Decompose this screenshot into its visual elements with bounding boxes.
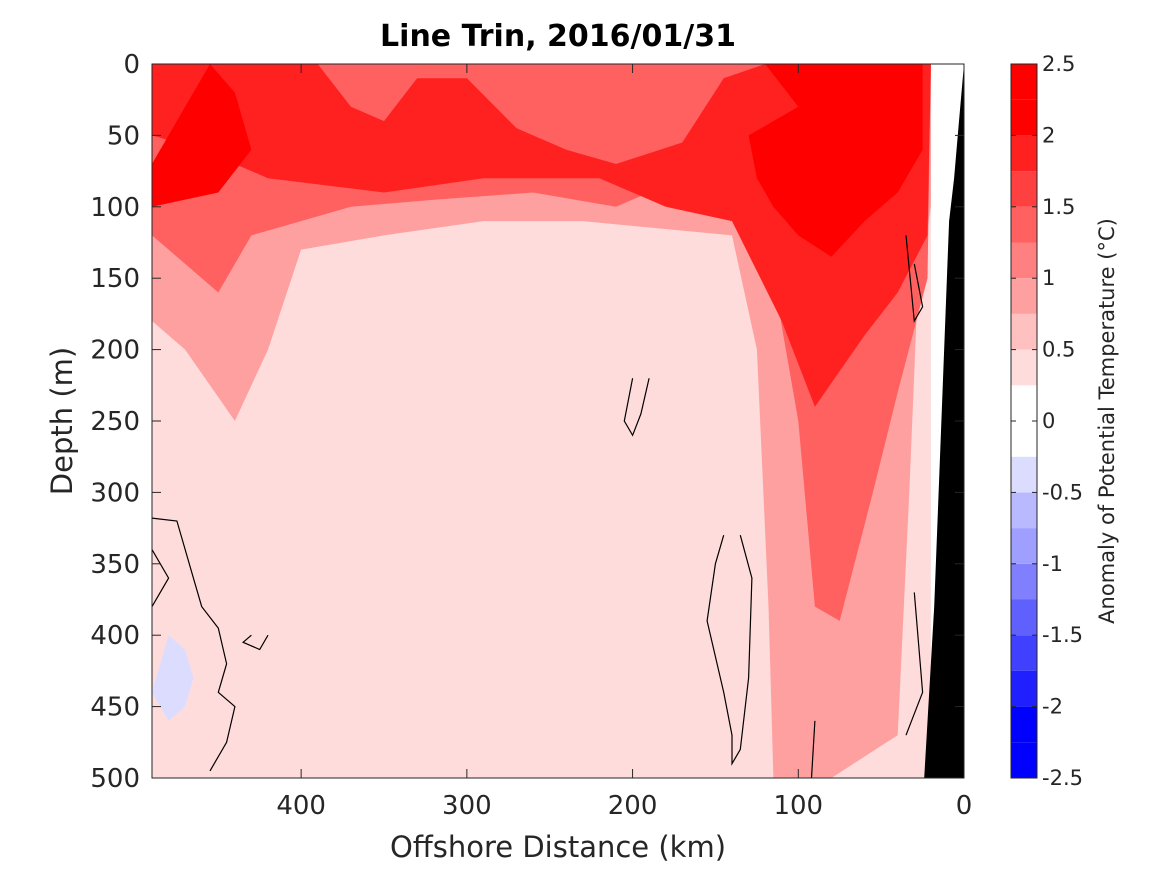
zero-contour-line-0 [152, 517, 236, 772]
colorbar-band-10 [1011, 349, 1037, 386]
y-tick-label-9: 450 [90, 693, 140, 723]
y-tick-label-8: 400 [90, 621, 140, 651]
x-tick-label-1: 300 [442, 791, 492, 821]
colorbar-tick-label-1: 2 [1042, 123, 1055, 147]
colorbar: 2.5 2 1.5 1 0.5 0 -0.5 -1 -1.5 -2 -2.5 [1010, 52, 1083, 790]
x-tick-label-0: 400 [276, 791, 326, 821]
x-tick-label-4: 0 [956, 791, 973, 821]
x-tick-label-2: 200 [608, 791, 658, 821]
anomaly-region-3 [152, 64, 931, 407]
chart-title: Line Trin, 2016/01/31 [380, 19, 736, 54]
x-axis: 400 300 200 100 0 [276, 64, 972, 821]
colorbar-tick-label-10: -2.5 [1042, 766, 1083, 790]
x-tick-label-3: 100 [773, 791, 823, 821]
colorbar-band-8 [1011, 456, 1037, 493]
anomaly-region-2 [152, 64, 931, 621]
anomaly-region-5 [748, 64, 923, 257]
colorbar-label: Anomaly of Potential Temperature (°C) [1095, 218, 1119, 624]
y-tick-label-1: 50 [107, 121, 140, 151]
colorbar-tick-label-4: 0.5 [1042, 338, 1075, 362]
colorbar-band-6 [1011, 528, 1037, 564]
colorbar-band-17 [1011, 99, 1037, 136]
colorbar-tick-label-6: -0.5 [1042, 480, 1083, 504]
bathymetry-mask [924, 64, 964, 778]
zero-contour-line-3 [623, 378, 650, 437]
colorbar-tick-label-3: 1 [1042, 266, 1055, 290]
colorbar-band-0 [1011, 742, 1037, 778]
zero-contour-line-6 [905, 592, 924, 736]
colorbar-band-15 [1011, 171, 1037, 207]
colorbar-band-2 [1011, 670, 1037, 707]
colorbar-tick-label-9: -2 [1042, 695, 1063, 719]
colorbar-band-1 [1011, 706, 1037, 743]
zero-contour-line-7 [152, 549, 170, 607]
plot-body [152, 64, 964, 778]
colorbar-band-7 [1011, 492, 1037, 529]
zero-contour-line-1 [810, 720, 816, 778]
y-tick-label-3: 150 [90, 264, 140, 294]
colorbar-tick-label-5: 0 [1042, 409, 1055, 433]
colorbar-band-13 [1011, 242, 1037, 279]
y-axis: 0 50 100 150 200 250 300 350 400 450 500 [90, 50, 964, 794]
colorbar-band-11 [1011, 313, 1037, 350]
anomaly-region-4 [152, 64, 252, 207]
plot-area [151, 63, 965, 779]
colorbar-tick-label-2: 1.5 [1042, 195, 1075, 219]
colorbar-band-18 [1011, 64, 1037, 100]
y-tick-label-0: 0 [123, 50, 140, 80]
zero-contour-line-4 [241, 634, 269, 651]
y-tick-label-6: 300 [90, 478, 140, 508]
y-axis-label: Depth (m) [45, 347, 79, 495]
y-tick-label-2: 100 [90, 193, 140, 223]
colorbar-tick-label-8: -1.5 [1042, 623, 1083, 647]
zero-contour-line-5 [905, 235, 924, 323]
colorbar-band-14 [1011, 206, 1037, 243]
zero-contour-line-2 [706, 535, 753, 766]
colorbar-band-4 [1011, 599, 1037, 636]
colorbar-band-12 [1011, 278, 1037, 314]
colorbar-tick-label-0: 2.5 [1042, 52, 1075, 76]
x-axis-label: Offshore Distance (km) [390, 830, 726, 864]
colorbar-band-5 [1011, 563, 1037, 600]
negative-anomaly-patch-0 [152, 635, 194, 721]
y-tick-label-4: 200 [90, 336, 140, 366]
y-tick-label-10: 500 [90, 764, 140, 794]
colorbar-tick-label-7: -1 [1042, 552, 1063, 576]
y-tick-label-5: 250 [90, 407, 140, 437]
anomaly-region-1 [152, 64, 931, 778]
y-tick-label-7: 350 [90, 550, 140, 580]
colorbar-band-3 [1011, 635, 1037, 671]
colorbar-band-16 [1011, 135, 1037, 172]
